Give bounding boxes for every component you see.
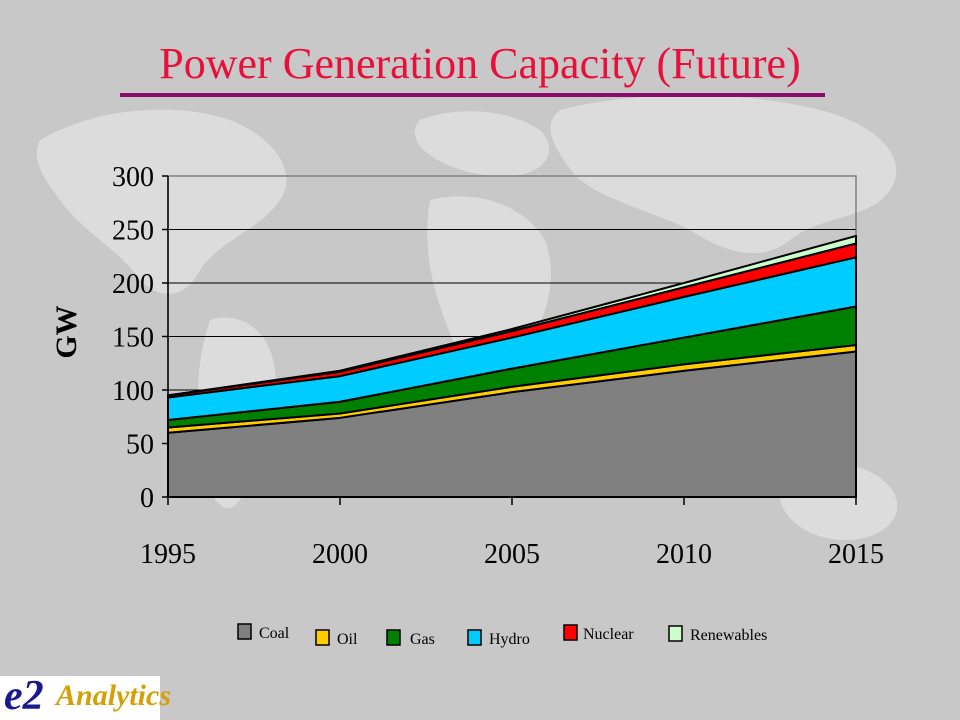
legend-label-renewables: Renewables xyxy=(690,627,767,644)
x-tick-label-2: 2005 xyxy=(484,539,540,570)
legend-label-nuclear: Nuclear xyxy=(583,626,634,643)
legend-swatch-oil xyxy=(315,629,330,646)
y-tick-label-1: 50 xyxy=(126,430,154,461)
legend-swatch-hydro xyxy=(467,629,482,646)
y-axis-label: GW xyxy=(50,305,83,358)
y-tick-label-6: 300 xyxy=(112,162,154,193)
legend-label-coal: Coal xyxy=(259,625,290,642)
legend-label-hydro: Hydro xyxy=(489,631,530,648)
x-tick-label-0: 1995 xyxy=(140,539,196,570)
y-tick-label-5: 250 xyxy=(112,216,154,247)
y-tick-label-2: 100 xyxy=(112,376,154,407)
legend-swatch-coal xyxy=(237,623,252,640)
y-tick-label-4: 200 xyxy=(112,269,154,300)
x-tick-label-4: 2015 xyxy=(828,539,884,570)
x-tick-label-1: 2000 xyxy=(312,539,368,570)
title-underline xyxy=(120,93,825,97)
legend-label-oil: Oil xyxy=(337,631,358,648)
logo-e2-text: e2 xyxy=(4,673,44,719)
legend-label-gas: Gas xyxy=(410,631,435,648)
e2-analytics-logo: e2 Analytics xyxy=(0,673,171,720)
y-tick-label-3: 150 xyxy=(112,323,154,354)
legend-swatch-renewables xyxy=(668,625,683,642)
y-tick-label-0: 0 xyxy=(140,483,154,514)
series-area-renewables xyxy=(167,234,857,397)
legend-swatch-nuclear xyxy=(563,624,578,641)
legend-swatch-gas xyxy=(386,629,401,646)
x-tick-label-3: 2010 xyxy=(656,539,712,570)
slide-title: Power Generation Capacity (Future) xyxy=(159,39,801,88)
logo-analytics-text: Analytics xyxy=(56,679,172,712)
